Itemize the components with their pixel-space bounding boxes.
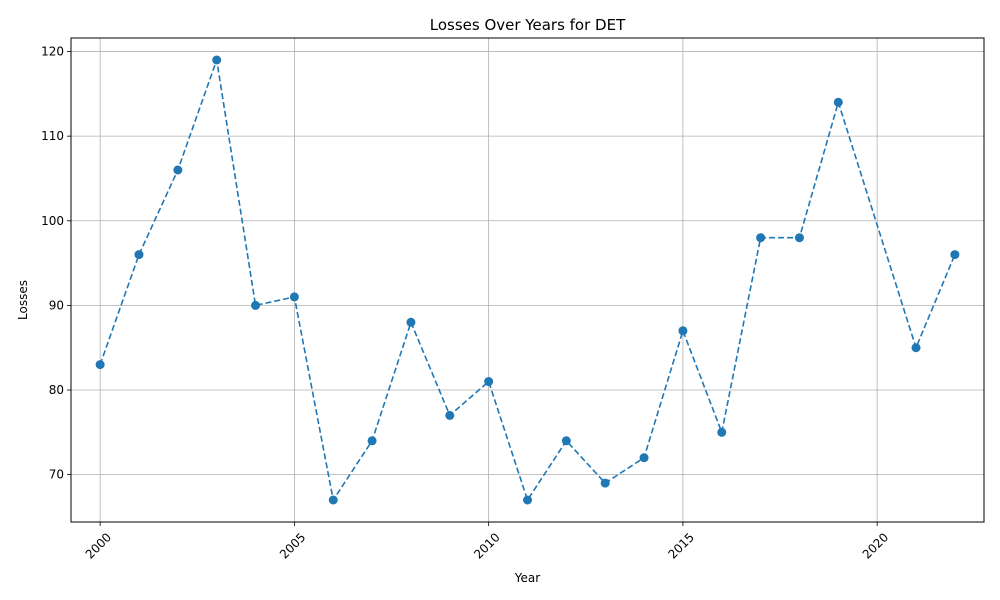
data-point	[523, 495, 532, 505]
data-point	[911, 343, 921, 353]
data-point	[367, 436, 377, 446]
data-point	[833, 97, 843, 107]
y-tick-label: 80	[49, 383, 64, 397]
grid-lines	[71, 38, 984, 522]
data-point	[95, 360, 105, 370]
data-point	[950, 250, 960, 260]
data-point	[639, 453, 649, 463]
y-tick-label: 120	[41, 45, 64, 59]
data-point	[756, 233, 766, 243]
x-axis-label: Year	[514, 571, 540, 585]
data-point	[445, 410, 455, 420]
data-point	[717, 427, 727, 437]
y-tick-label: 110	[41, 129, 64, 143]
data-point	[289, 292, 299, 302]
series-line	[99, 59, 956, 503]
y-tick-label: 90	[49, 298, 64, 312]
data-point	[484, 377, 494, 387]
y-axis-ticks: 70 80 90 100 110 120	[41, 45, 71, 482]
data-point	[173, 165, 183, 175]
data-points	[95, 55, 960, 505]
series-line-group	[99, 59, 956, 503]
data-point	[561, 436, 571, 446]
y-tick-label: 100	[41, 214, 64, 228]
chart-title: Losses Over Years for DET	[430, 16, 626, 34]
y-tick-label: 70	[49, 468, 64, 482]
data-point	[212, 55, 222, 65]
data-point	[251, 300, 261, 310]
data-point	[134, 250, 144, 260]
data-point	[328, 495, 338, 505]
data-point	[794, 233, 804, 243]
data-point	[678, 326, 688, 336]
data-point	[406, 317, 416, 327]
plot-frame	[70, 37, 985, 523]
data-point	[600, 478, 610, 488]
y-axis-label: Losses	[16, 280, 30, 320]
